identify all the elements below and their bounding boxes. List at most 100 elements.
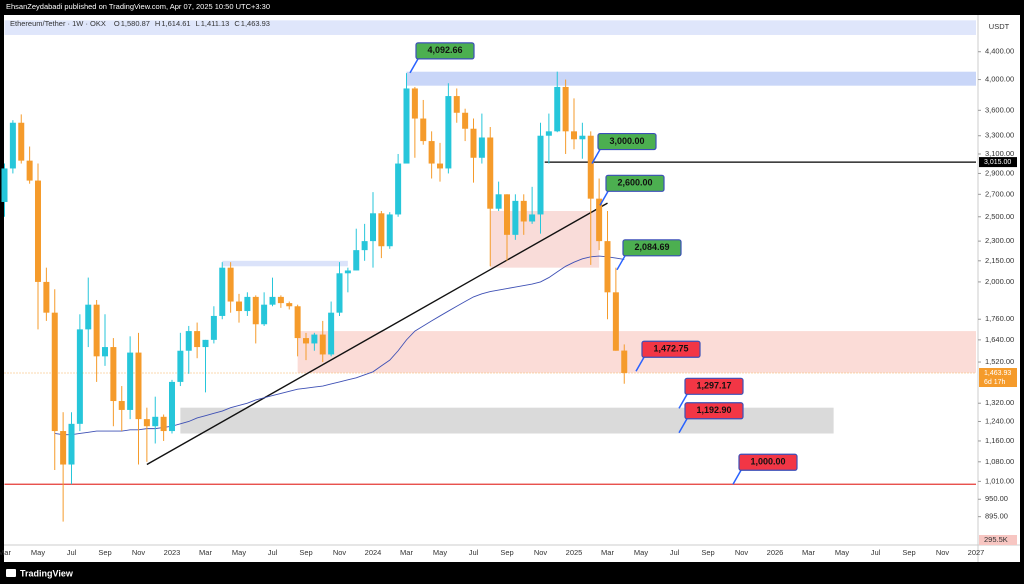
- chart-background: [4, 15, 1020, 562]
- candle-body: [277, 296, 284, 304]
- y-tick-label: 1,240.00: [985, 416, 1014, 425]
- candle-body: [227, 267, 234, 302]
- candle-body: [202, 339, 209, 348]
- candle-body: [261, 304, 268, 325]
- x-tick-label: Sep: [98, 548, 111, 557]
- candle-body: [269, 296, 276, 305]
- x-tick-label: Mar: [199, 548, 212, 557]
- candle-body: [470, 128, 477, 158]
- candle-body: [294, 306, 301, 339]
- candle-body: [361, 241, 368, 251]
- candle-body: [336, 273, 343, 313]
- y-tick-label: 3,300.00: [985, 131, 1014, 140]
- moving-average: [54, 255, 625, 436]
- x-tick-label: Jul: [871, 548, 881, 557]
- candle-body: [110, 347, 117, 402]
- candle-body: [386, 214, 393, 247]
- annotation-label: 1,472.75: [653, 344, 688, 354]
- annotation-label: 2,600.00: [617, 178, 652, 188]
- y-tick-label: 1,320.00: [985, 398, 1014, 407]
- header: EhsanZeydabadi published on TradingView.…: [6, 2, 270, 11]
- candle-body: [604, 241, 611, 293]
- y-tick-label: 2,900.00: [985, 168, 1014, 177]
- candle-body: [520, 200, 527, 222]
- candle-body: [210, 315, 217, 340]
- x-tick-label: Nov: [132, 548, 146, 557]
- candle-body: [160, 416, 167, 432]
- candle-body: [579, 135, 586, 140]
- ohlc-key: O: [114, 19, 120, 28]
- annotation-arrow: [678, 418, 688, 434]
- footer-logo: TradingView: [6, 568, 74, 578]
- x-tick-label: Nov: [735, 548, 749, 557]
- annotation-label: 1,297.17: [696, 381, 731, 391]
- annotation-label: 2,084.69: [634, 242, 669, 252]
- annotation-arrow: [616, 255, 626, 271]
- x-tick-label: May: [835, 548, 849, 557]
- footer: TradingView: [20, 568, 74, 578]
- price-label-box: [979, 157, 1017, 168]
- candle-body: [478, 137, 485, 158]
- candle-body: [562, 86, 569, 132]
- candle-body: [152, 416, 159, 427]
- y-tick-label: 4,400.00: [985, 47, 1014, 56]
- x-tick-label: May: [634, 548, 648, 557]
- candle-body: [621, 350, 628, 374]
- candle-body: [428, 141, 435, 164]
- candle-body: [453, 96, 460, 113]
- candle-body: [462, 112, 469, 129]
- x-tick-label: May: [232, 548, 246, 557]
- candle-body: [169, 381, 175, 432]
- zone: [406, 71, 976, 86]
- y-tick-label: 895.00: [985, 512, 1008, 521]
- x-tick-label: Jul: [268, 548, 278, 557]
- candle-body: [252, 296, 259, 325]
- price-label-box: [979, 368, 1017, 388]
- candle-body: [311, 334, 318, 344]
- candle-body: [554, 86, 561, 132]
- x-tick-label: Mar: [802, 548, 815, 557]
- x-tick-label: Jul: [469, 548, 479, 557]
- annotation-arrow: [732, 469, 742, 485]
- ohlc-key: C: [234, 19, 240, 28]
- annotation-box: [605, 174, 665, 192]
- candle-body: [370, 213, 376, 242]
- ohlc-value: 1,614.61: [161, 19, 190, 28]
- candle-body: [437, 163, 443, 169]
- price-axis-bg: [978, 15, 1020, 544]
- zone: [297, 331, 976, 373]
- x-tick-label: Mar: [0, 548, 11, 557]
- candle-body: [102, 347, 108, 357]
- candle-body: [51, 312, 58, 432]
- candle-body: [612, 292, 619, 351]
- candle-body: [60, 431, 67, 465]
- candle-body: [143, 419, 150, 427]
- candle-body: [236, 301, 242, 312]
- x-tick-label: Sep: [902, 548, 915, 557]
- annotation-box: [622, 239, 682, 257]
- candle-body: [9, 122, 16, 169]
- x-tick-label: Jul: [67, 548, 77, 557]
- x-tick-label: May: [433, 548, 447, 557]
- candle-body: [319, 334, 326, 355]
- symbol: Ethereum/Tether · 1W · OKX: [10, 19, 106, 28]
- candle-body: [26, 160, 33, 181]
- candle-body: [127, 352, 134, 410]
- candle-body: [395, 163, 402, 215]
- x-tick-label: Sep: [299, 548, 312, 557]
- x-tick-label: 2027: [968, 548, 985, 557]
- x-tick-label: Sep: [701, 548, 714, 557]
- candle-body: [378, 213, 385, 247]
- y-tick-label: 1,010.00: [985, 476, 1014, 485]
- y-tick-label: 950.00: [985, 494, 1008, 503]
- zone: [4, 20, 976, 35]
- annotation-arrow: [635, 356, 645, 372]
- y-tick-label: 1,080.00: [985, 457, 1014, 466]
- candle-body: [411, 88, 418, 119]
- candle-body: [571, 131, 577, 140]
- annotation-label: 3,000.00: [609, 136, 644, 146]
- x-tick-label: 2025: [566, 548, 583, 557]
- x-tick-label: 2024: [365, 548, 382, 557]
- axis-unit: USDT: [989, 22, 1010, 31]
